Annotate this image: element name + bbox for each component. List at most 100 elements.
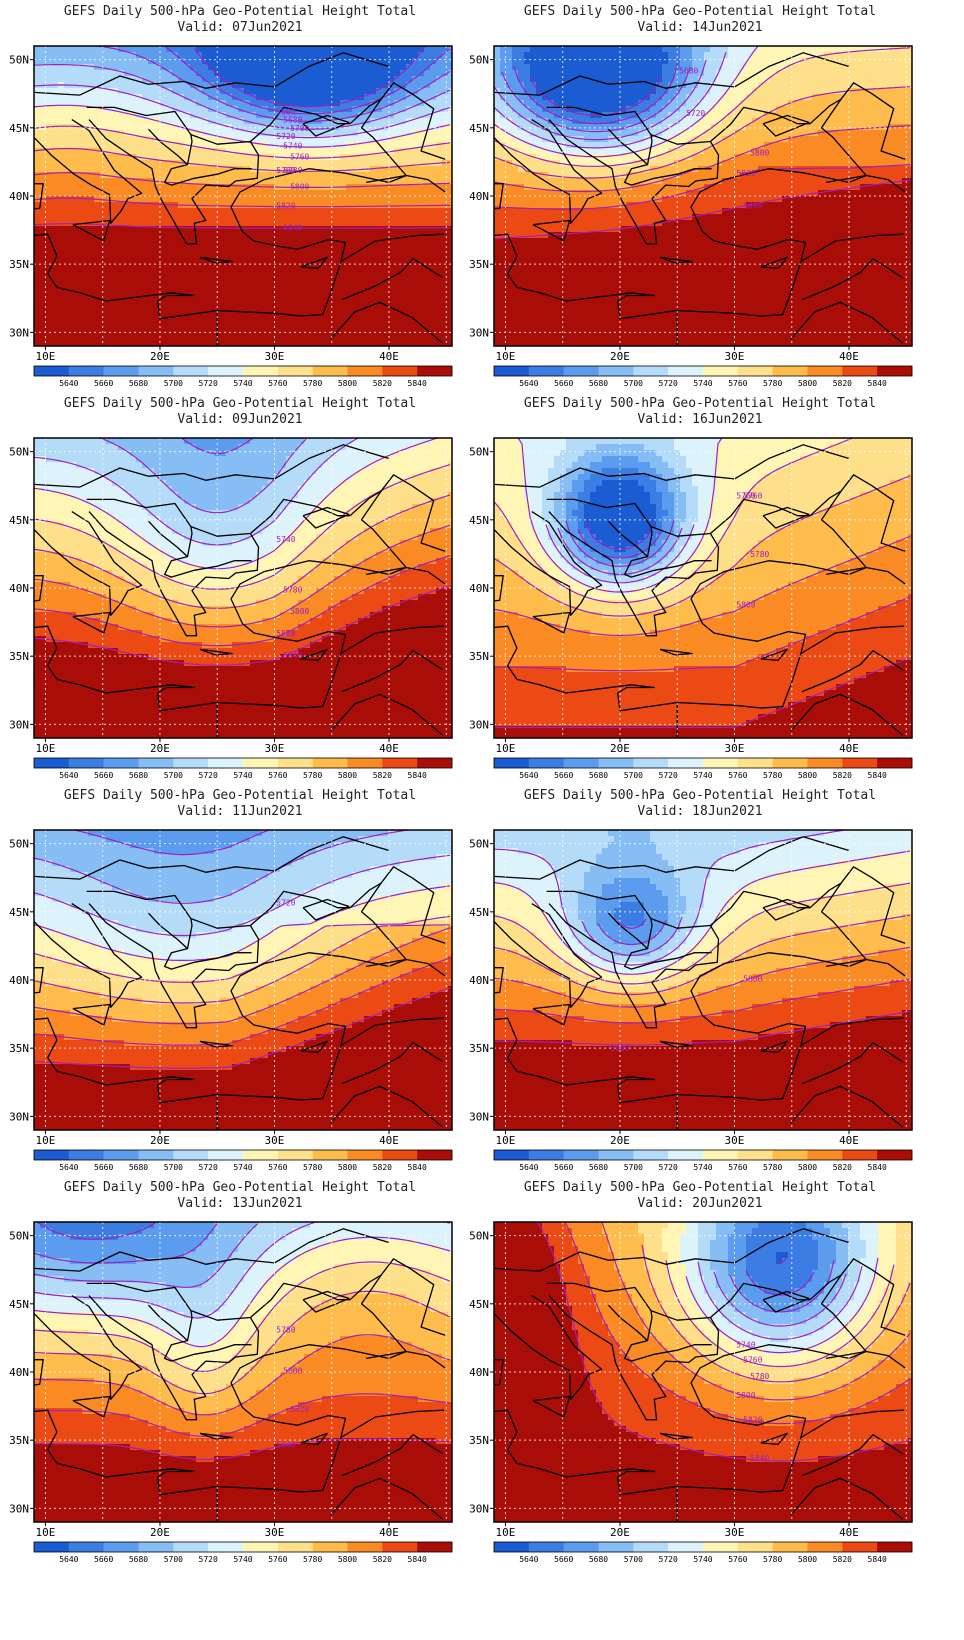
coastline: [790, 693, 904, 736]
colorbar-label: 5800: [798, 771, 817, 780]
lat-tick-label: 40N: [469, 1366, 489, 1379]
contour-line: [181, 438, 255, 455]
contour-line: [601, 1222, 911, 1401]
colorbar-swatch: [598, 758, 634, 768]
colorbar-label: 5660: [554, 771, 573, 780]
lat-tick-label: 50N: [469, 838, 489, 851]
contour-label: 5820: [276, 202, 295, 211]
lon-tick-label: 40E: [379, 1526, 399, 1539]
colorbar-swatch: [243, 366, 279, 376]
lat-tick-label: 45N: [9, 1298, 29, 1311]
coastline: [762, 506, 810, 529]
colorbar-swatch: [173, 366, 209, 376]
colorbar-swatch: [494, 1542, 530, 1552]
coastline: [365, 174, 446, 193]
coastline: [494, 98, 867, 320]
lon-tick-label: 30E: [265, 1134, 285, 1147]
colorbar-swatch: [312, 366, 348, 376]
lon-tick-label: 30E: [265, 350, 285, 363]
colorbar-swatch: [417, 1542, 453, 1552]
coastline: [34, 903, 143, 1008]
contour-line: [494, 164, 911, 210]
contour-line: [98, 438, 307, 514]
colorbar-swatch: [772, 366, 808, 376]
lat-tick-label: 50N: [469, 446, 489, 459]
coastlines: [494, 444, 906, 738]
coastline: [341, 1042, 444, 1085]
height-field: [34, 46, 452, 346]
colorbar-swatch: [494, 1150, 530, 1160]
contour-line: [34, 830, 413, 904]
colorbar-label: 5800: [798, 1555, 817, 1564]
colorbar-swatch: [668, 1150, 704, 1160]
colorbar-swatch: [138, 366, 174, 376]
panel-valid-date: Valid: 20Jun2021: [460, 1196, 940, 1212]
coastline: [34, 1359, 44, 1386]
colorbar-label: 5780: [303, 771, 322, 780]
colorbar-swatch: [138, 1150, 174, 1160]
lat-tick-label: 50N: [9, 446, 29, 459]
map-panel: 50N 45N 40N 35N 30N 10E 20E 30E 40E 5720 5640 5660 5…: [0, 784, 480, 1194]
lon-tick-label: 40E: [379, 350, 399, 363]
colorbar-label: 5700: [624, 1555, 643, 1564]
coastline: [380, 82, 446, 160]
lon-tick-label: 10E: [36, 350, 56, 363]
lon-tick-label: 20E: [150, 1526, 170, 1539]
colorbar-label: 5680: [129, 1163, 148, 1172]
panel-title-text: GEFS Daily 500-hPa Geo-Potential Height …: [460, 1180, 940, 1196]
contour-labels: 5680 5720 5800 5820 5840: [679, 67, 769, 211]
contour-label: 5800: [736, 600, 755, 609]
colorbar-swatch: [277, 1542, 313, 1552]
contour-line: [565, 519, 675, 567]
lat-tick-label: 45N: [469, 514, 489, 527]
lon-tick-label: 20E: [610, 1134, 630, 1147]
lat-tick-label: 50N: [469, 54, 489, 67]
coastline: [646, 918, 653, 949]
map-panel: 50N 45N 40N 35N 30N 10E 20E 30E 40E 5660 5680 5700 5…: [0, 0, 480, 410]
contour-line: [685, 1257, 879, 1354]
contour-line: [34, 885, 451, 961]
colorbar-swatch: [842, 366, 878, 376]
lon-tick-label: 30E: [725, 1526, 745, 1539]
panel-title: GEFS Daily 500-hPa Geo-Potential Height …: [460, 788, 940, 820]
coastline: [199, 1040, 233, 1048]
colorbar-swatch: [877, 1542, 913, 1552]
lat-tick-label: 35N: [469, 650, 489, 663]
coastline: [825, 958, 906, 977]
contour-label: 5680: [283, 116, 302, 125]
coastline: [300, 648, 328, 661]
colorbar-label: 5720: [199, 379, 218, 388]
colorbar-swatch: [563, 758, 599, 768]
colorbar-swatch: [347, 1150, 383, 1160]
colorbar-swatch: [68, 758, 104, 768]
coastline: [840, 82, 906, 160]
colorbar-label: 5840: [868, 771, 887, 780]
colorbar-label: 5760: [728, 1555, 747, 1564]
colorbar-swatch: [877, 1150, 913, 1160]
lat-tick-label: 30N: [469, 718, 489, 731]
panel-title: GEFS Daily 500-hPa Geo-Potential Height …: [460, 1180, 940, 1212]
lat-tick-label: 30N: [469, 326, 489, 339]
map-panel: 50N 45N 40N 35N 30N 10E 20E 30E 40E 5740 5780 5800 5…: [0, 392, 480, 802]
colorbar-label: 5820: [833, 771, 852, 780]
contour-line: [517, 438, 723, 593]
contour-line: [34, 927, 451, 1025]
coastline: [34, 575, 44, 602]
colorbar-swatch: [417, 758, 453, 768]
colorbar-label: 5820: [373, 1163, 392, 1172]
contour-line: [597, 920, 667, 946]
coastline: [186, 134, 193, 165]
coastline: [72, 1003, 111, 1026]
contour-label: 5720: [686, 109, 705, 118]
coastline: [34, 119, 143, 224]
coastline: [760, 256, 788, 269]
panel-title-text: GEFS Daily 500-hPa Geo-Potential Height …: [460, 396, 940, 412]
colorbar-swatch: [563, 1150, 599, 1160]
coastline: [34, 183, 44, 210]
coastline: [300, 256, 328, 269]
coastline: [494, 882, 867, 1104]
map-panel: 50N 45N 40N 35N 30N 10E 20E 30E 40E 5740 5760 5780 5…: [460, 1176, 940, 1586]
